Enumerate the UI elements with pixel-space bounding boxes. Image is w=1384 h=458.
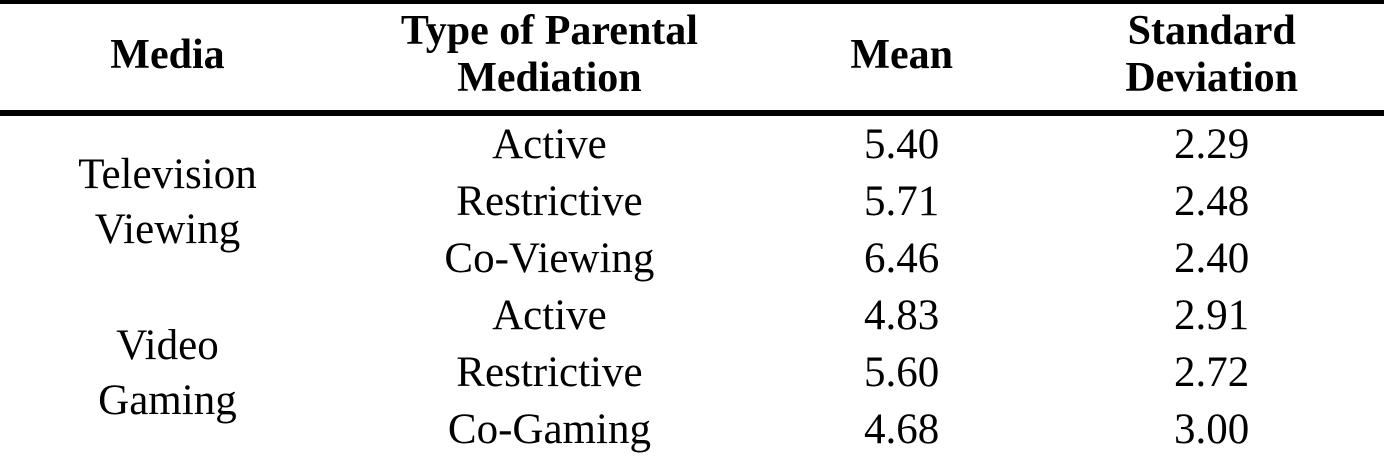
table-header-row: Media Type of Parental Mediation Mean St… [0, 2, 1384, 114]
header-sd-label: Standard Deviation [1125, 8, 1298, 102]
cell-sd-tv-restrictive: 2.48 [1174, 177, 1250, 225]
cell-sd-tv-coviewing: 2.40 [1174, 234, 1250, 282]
header-mediation: Type of Parental Mediation [335, 2, 764, 113]
cell-mediation-tv-coviewing: Co-Viewing [444, 234, 655, 282]
cell-mean-tv-restrictive: 5.71 [864, 177, 940, 225]
table-row-vg-restrictive: Restrictive 5.60 2.72 [0, 344, 1384, 401]
cell-sd-vg-cogaming: 3.00 [1174, 405, 1250, 453]
cell-mean-vg-active: 4.83 [864, 291, 940, 339]
media-television-label: Television Viewing [78, 150, 257, 253]
table-row-vg-cogaming: Co-Gaming 4.68 3.00 [0, 401, 1384, 458]
cell-sd-tv-active: 2.29 [1174, 120, 1250, 168]
header-mean: Mean [764, 2, 1039, 113]
header-sd: Standard Deviation [1039, 2, 1384, 113]
table-row-vg-active: Video Gaming Active 4.83 2.91 [0, 287, 1384, 424]
header-mediation-label: Type of Parental Mediation [400, 8, 698, 102]
cell-media-videogaming: Video Gaming [0, 287, 335, 458]
cell-mean-tv-active: 5.40 [864, 120, 940, 168]
header-media: Media [0, 2, 335, 113]
header-media-label: Media [110, 31, 225, 78]
cell-mediation-vg-cogaming: Co-Gaming [447, 405, 651, 453]
media-videogaming-label: Video Gaming [98, 321, 237, 424]
cell-mean-vg-cogaming: 4.68 [864, 405, 940, 453]
table-row-tv-restrictive: Restrictive 5.71 2.48 [0, 173, 1384, 230]
cell-mediation-tv-restrictive: Restrictive [456, 177, 643, 225]
cell-mean-vg-restrictive: 5.60 [864, 348, 940, 396]
cell-mediation-vg-active: Active [492, 291, 607, 339]
cell-sd-vg-active: 2.91 [1174, 291, 1250, 339]
table-row-tv-active: Television Viewing Active 5.40 2.29 [0, 113, 1384, 253]
header-mean-label: Mean [850, 31, 953, 78]
cell-mediation-vg-restrictive: Restrictive [456, 348, 643, 396]
cell-mean-tv-coviewing: 6.46 [864, 234, 940, 282]
table-row-tv-coviewing: Co-Viewing 6.46 2.40 [0, 230, 1384, 287]
cell-mediation-tv-active: Active [492, 120, 607, 168]
cell-sd-vg-restrictive: 2.72 [1174, 348, 1250, 396]
cell-media-television: Television Viewing [0, 113, 335, 287]
